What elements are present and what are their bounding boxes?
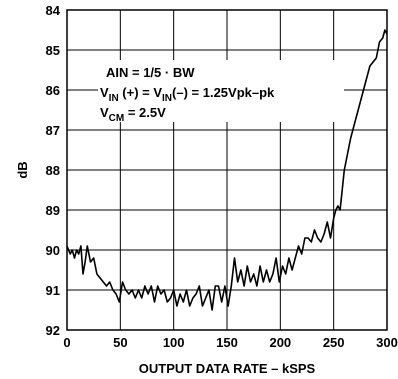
plot-frame — [66, 9, 388, 331]
x-tick-label: 50 — [113, 335, 127, 350]
x-axis-label: OUTPUT DATA RATE – kSPS — [139, 361, 316, 376]
y-axis-label: dB — [15, 161, 30, 178]
annotation-vin: VIN (+) = VIN(–) = 1.25Vpk–pk — [100, 85, 275, 104]
y-tick-label: 90 — [46, 243, 60, 258]
x-tick-label: 200 — [269, 335, 291, 350]
series-line — [66, 29, 388, 311]
y-tick-label: 91 — [46, 283, 60, 298]
annotation-background — [98, 60, 344, 122]
x-tick-label: 150 — [216, 335, 238, 350]
y-tick-label: 85 — [46, 43, 60, 58]
y-tick-label: 84 — [46, 3, 61, 18]
x-tick-label: 100 — [163, 335, 185, 350]
x-tick-label: 300 — [376, 335, 398, 350]
y-tick-label: 88 — [46, 163, 60, 178]
x-tick-label: 0 — [63, 335, 70, 350]
annotation-vcm: VCM = 2.5V — [100, 105, 166, 124]
x-tick-label: 250 — [323, 335, 345, 350]
y-tick-label: 87 — [46, 123, 60, 138]
annotation-ain: AIN = 1/5 · BW — [106, 65, 195, 80]
y-tick-label: 86 — [46, 83, 60, 98]
y-tick-label: 92 — [46, 323, 60, 338]
y-tick-labels: 84 85 86 87 88 89 90 91 92 — [46, 3, 61, 338]
grid — [67, 10, 387, 330]
x-tick-labels: 0 50 100 150 200 250 300 — [63, 335, 397, 350]
y-tick-label: 89 — [46, 203, 60, 218]
